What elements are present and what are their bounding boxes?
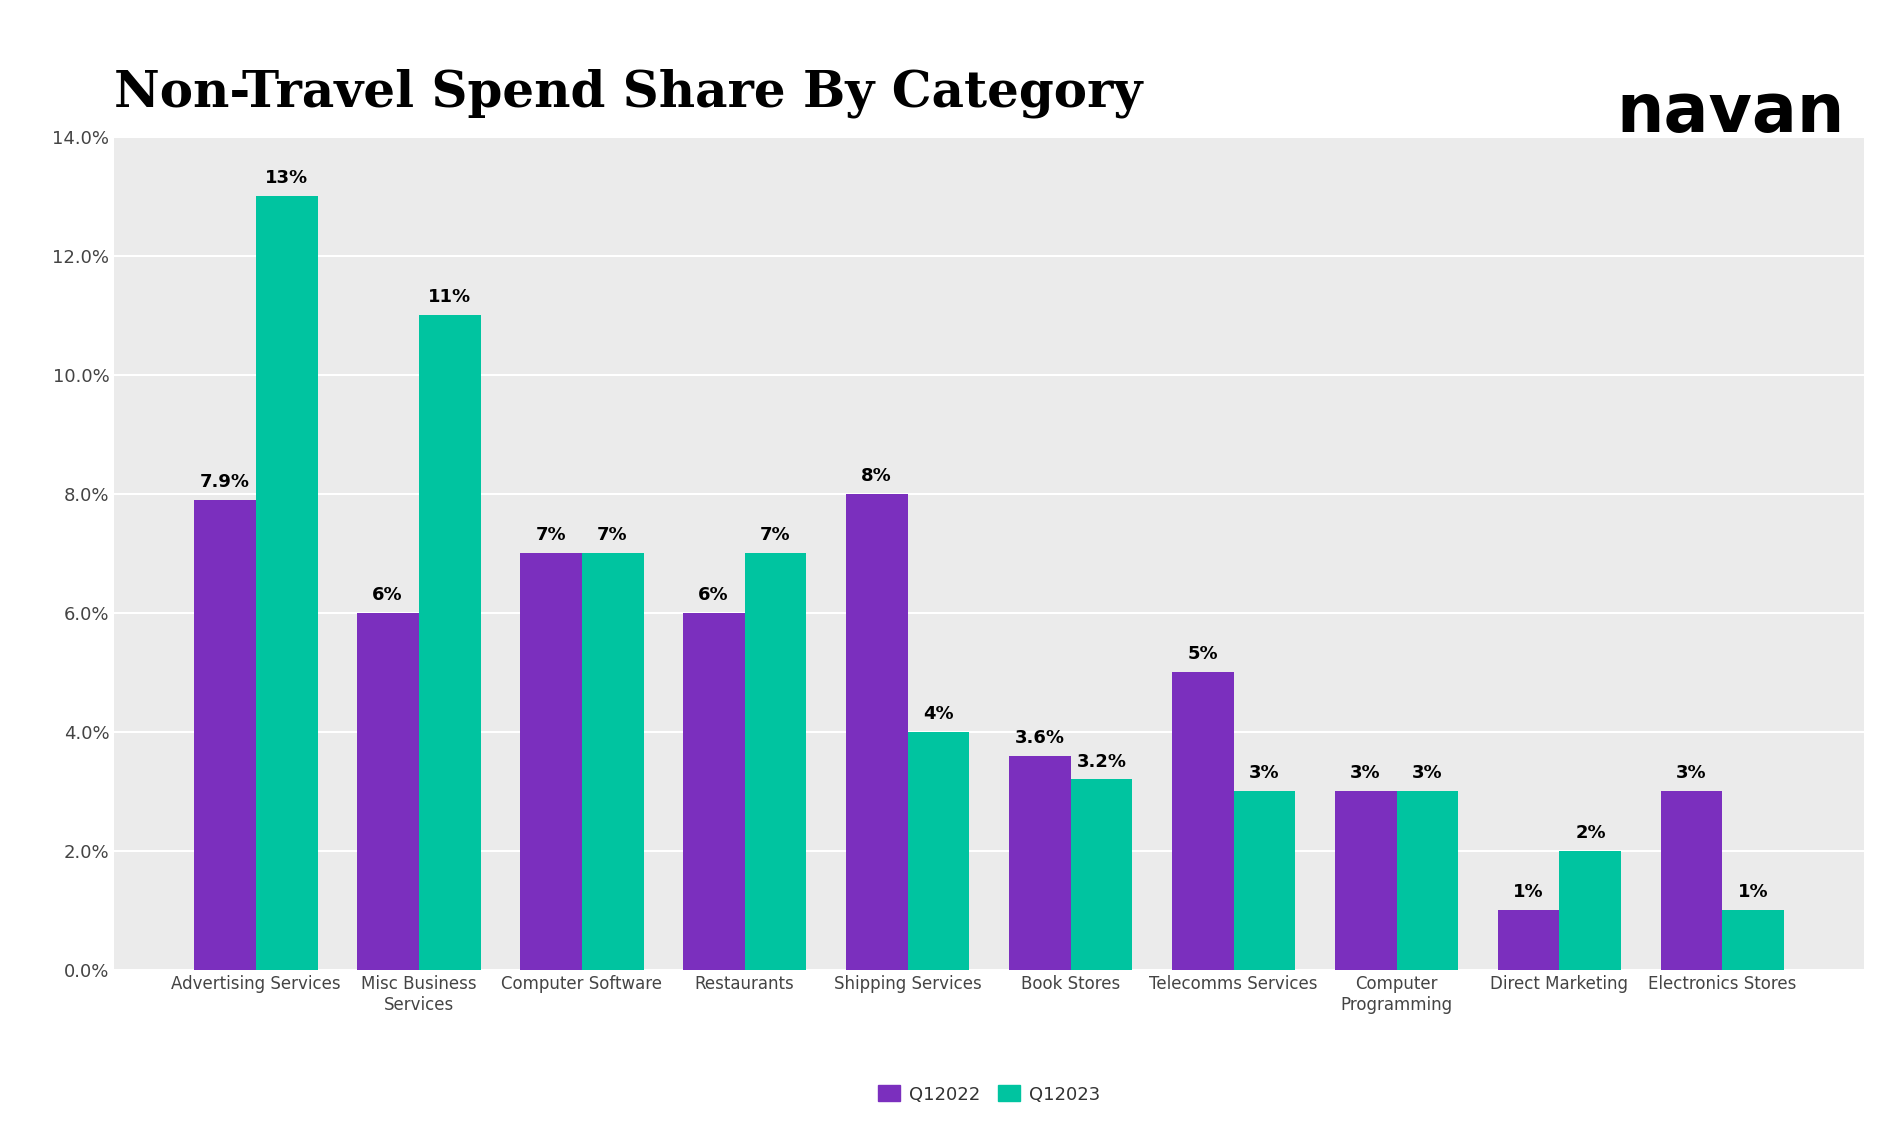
Text: navan: navan	[1617, 80, 1845, 146]
Text: 3.6%: 3.6%	[1014, 729, 1065, 746]
Text: Non-Travel Spend Share By Category: Non-Travel Spend Share By Category	[114, 68, 1143, 118]
Bar	[418, 315, 481, 970]
Bar	[1335, 792, 1396, 970]
Text: 1%: 1%	[1738, 883, 1769, 901]
Text: 1%: 1%	[1514, 883, 1544, 901]
Bar	[1560, 851, 1621, 970]
Bar	[1723, 911, 1784, 970]
Text: 3%: 3%	[1411, 764, 1444, 783]
Bar	[519, 553, 582, 970]
Text: 6%: 6%	[698, 586, 728, 604]
Bar	[1396, 792, 1459, 970]
Text: 8%: 8%	[862, 467, 892, 485]
Text: 7%: 7%	[597, 526, 628, 544]
Text: 2%: 2%	[1575, 824, 1605, 842]
Text: 4%: 4%	[922, 705, 953, 723]
Text: 7%: 7%	[534, 526, 567, 544]
Bar	[1008, 755, 1071, 970]
Text: 11%: 11%	[428, 289, 472, 307]
Text: 7.9%: 7.9%	[200, 472, 249, 491]
Bar	[1172, 672, 1234, 970]
Bar	[255, 196, 318, 970]
Bar	[358, 613, 418, 970]
Bar	[683, 613, 744, 970]
Text: 6%: 6%	[373, 586, 403, 604]
Bar	[907, 731, 970, 970]
Text: 13%: 13%	[264, 170, 308, 187]
Bar	[582, 553, 643, 970]
Text: 3%: 3%	[1676, 764, 1706, 783]
Text: 3%: 3%	[1250, 764, 1280, 783]
Bar	[194, 500, 255, 970]
Bar	[1071, 779, 1132, 970]
Text: 5%: 5%	[1187, 646, 1217, 663]
Text: 3%: 3%	[1350, 764, 1381, 783]
Bar	[1497, 911, 1560, 970]
Bar	[1660, 792, 1723, 970]
Bar	[846, 494, 907, 970]
Text: 7%: 7%	[761, 526, 791, 544]
Bar	[744, 553, 806, 970]
Text: 3.2%: 3.2%	[1077, 753, 1126, 770]
Legend: Q12022, Q12023: Q12022, Q12023	[871, 1078, 1107, 1110]
Bar	[1234, 792, 1295, 970]
